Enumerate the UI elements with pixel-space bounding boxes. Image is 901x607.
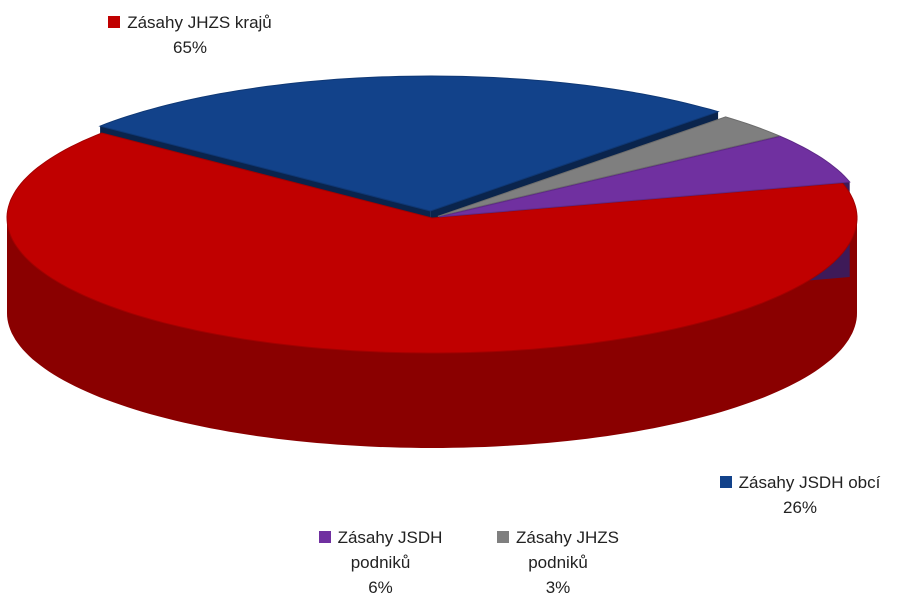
legend-label: Zásahy JSDH podniků bbox=[337, 528, 443, 572]
pie-slice bbox=[439, 135, 851, 218]
value-label: 6% bbox=[368, 578, 393, 597]
legend-label: Zásahy JHZS krajů bbox=[127, 13, 272, 32]
legend-swatch bbox=[318, 531, 331, 543]
legend-swatch bbox=[497, 531, 509, 543]
pie-slice bbox=[98, 75, 720, 212]
pie-slice bbox=[6, 132, 858, 354]
pie-slice bbox=[437, 116, 781, 217]
legend-swatch bbox=[719, 476, 732, 488]
value-label: 65% bbox=[172, 38, 208, 57]
value-label: 3% bbox=[545, 578, 571, 597]
legend-label: Zásahy JSDH obcí bbox=[738, 473, 881, 492]
data-label: Zásahy JHZS podniků 3% bbox=[478, 525, 638, 600]
value-label: 26% bbox=[782, 498, 818, 517]
data-label: Zásahy JHZS krajů 65% bbox=[70, 10, 310, 60]
data-label: Zásahy JSDH obcí 26% bbox=[690, 470, 901, 520]
data-label: Zásahy JSDH podniků 6% bbox=[298, 525, 463, 600]
slice-outer-side bbox=[7, 218, 857, 448]
legend-swatch bbox=[108, 16, 121, 28]
legend-label: Zásahy JHZS podniků bbox=[516, 528, 619, 572]
pie-tops bbox=[6, 75, 858, 354]
